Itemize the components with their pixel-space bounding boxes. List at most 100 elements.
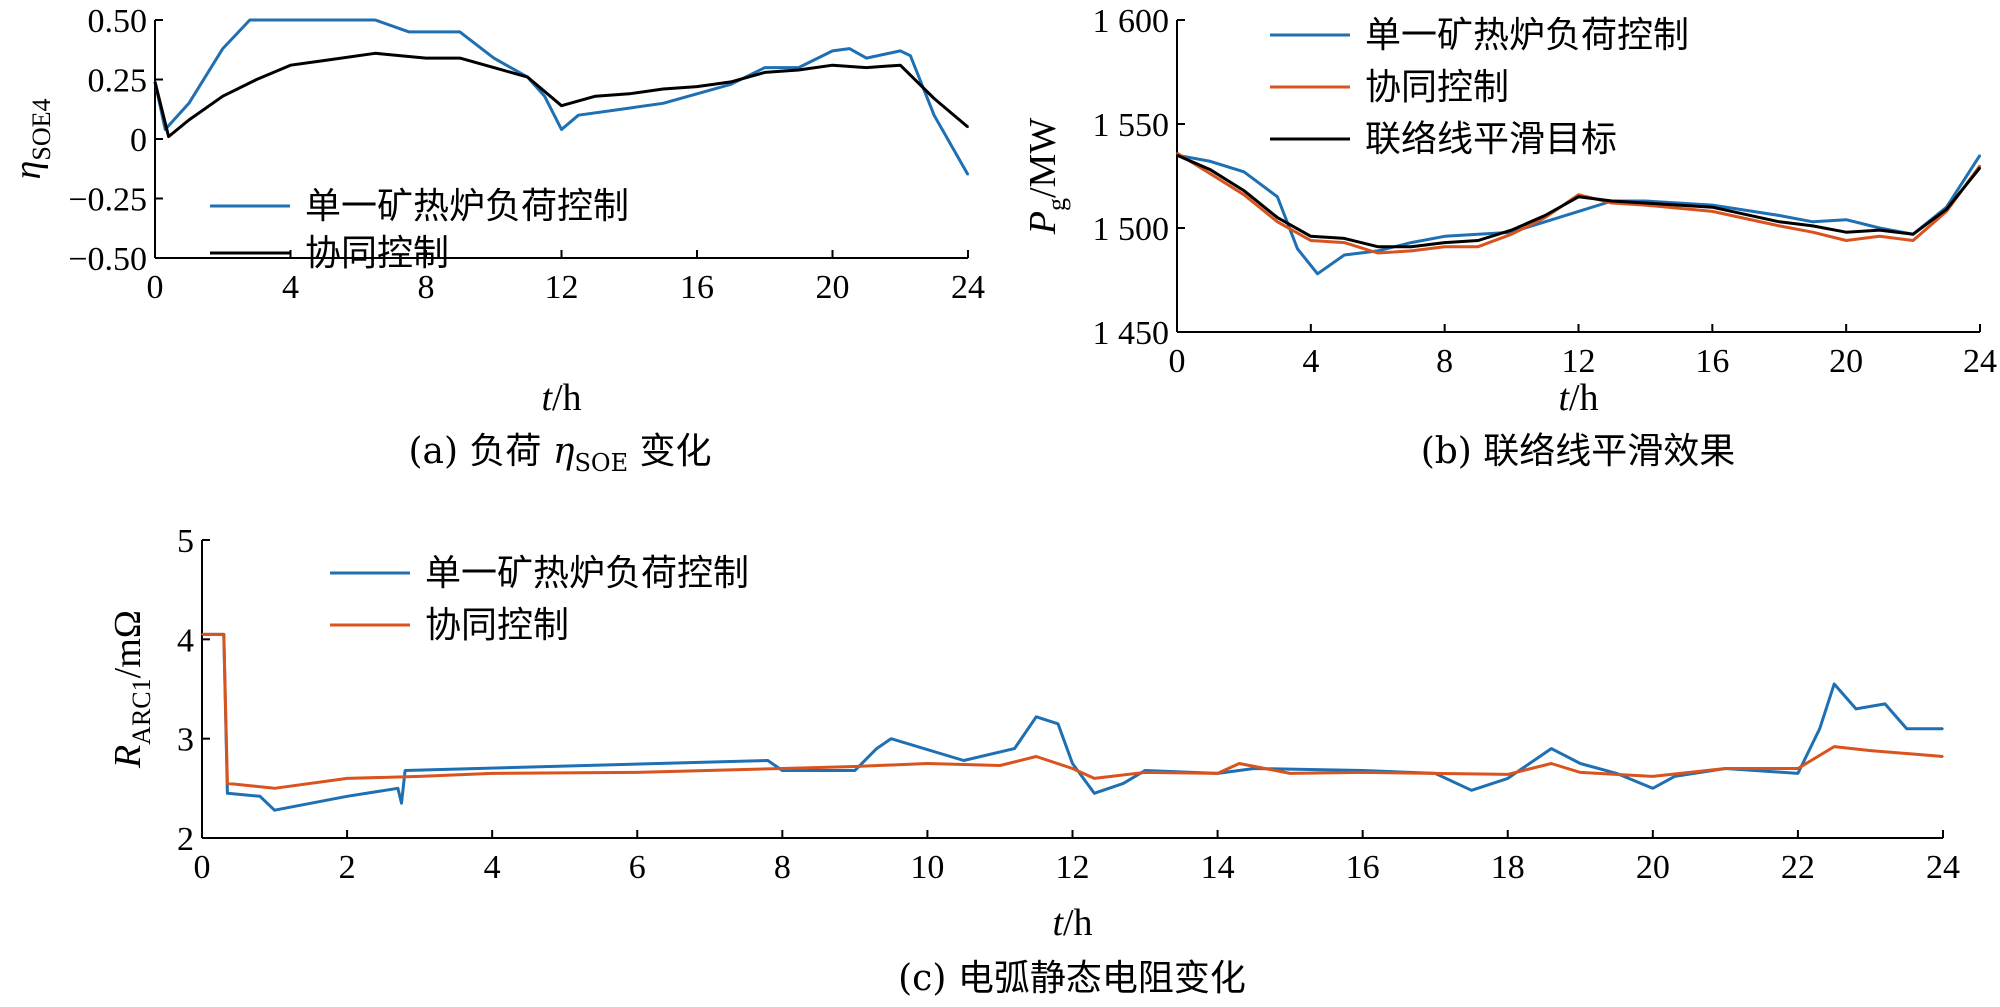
data-point [1209,173,1212,175]
x-tick-label: 24 [1926,849,1960,886]
data-point [1377,250,1379,252]
y-tick-label: 5 [177,523,194,560]
data-point [1673,775,1676,778]
x-tick-label: 6 [629,849,646,886]
data-point [797,66,800,69]
data-point [1878,235,1881,238]
data-point [1310,239,1312,242]
y-tick-label: 2 [177,821,194,858]
series-line-1 [1176,151,1982,255]
data-point [1778,225,1781,227]
series-line-0 [153,18,970,176]
data-point [1550,762,1553,765]
data-point [577,114,580,116]
x-tick-label: 20 [816,269,850,306]
data-point [223,633,225,636]
data-point [259,795,261,798]
legend-label: 协同控制 [305,233,449,274]
data-point [628,107,631,109]
data-point [1510,233,1513,235]
data-point [831,64,834,66]
x-tick-label: 0 [194,849,211,886]
data-point [1122,782,1125,785]
x-tick-label: 12 [1056,849,1090,886]
data-point [1797,767,1799,770]
data-point [323,59,326,62]
data-point [1644,202,1647,204]
x-tick-label: 4 [282,269,299,306]
data-point [346,777,348,780]
chart-panel-1: 0 4 8 12 16 20 24 1 450 1 500 1 550 1 600 单一矿热炉负荷控制… [1022,3,1997,472]
data-point [1845,239,1847,242]
data-point [1093,792,1096,795]
data-point [848,47,851,50]
data-point [226,792,229,795]
caption: (b) 联络线平滑效果 [1421,431,1736,472]
data-point [188,119,190,121]
data-point [1296,248,1299,250]
data-point [1711,210,1714,213]
y-tick-label: 0 [130,122,147,159]
data-point [543,95,546,97]
data-point [1316,273,1319,275]
data-point [1144,769,1146,772]
data-point [1477,233,1479,235]
x-tick-label: 20 [1636,849,1670,886]
x-axis-label: t/h [541,377,581,419]
y-tick-label: 1 550 [1093,107,1170,144]
x-tick-label: 8 [1436,343,1453,380]
data-point [400,802,403,804]
data-point [1652,787,1654,790]
data-point [1243,171,1245,173]
data-point [1071,767,1074,770]
data-point [933,97,935,100]
data-point [425,57,427,59]
data-point [875,747,878,750]
data-point [222,47,224,50]
data-point [1878,229,1881,231]
data-point [831,50,834,52]
chart-panel-0: 0 4 8 12 16 20 24 −0.50 −0.25 0 0.25 0.50 单一矿热炉负荷控制协… [7,3,985,477]
data-point [865,66,868,69]
data-point [249,19,251,21]
y-axis-label: ηSOE4 [7,99,56,180]
data-point [1361,771,1364,774]
data-point [1310,235,1312,238]
data-point [1797,772,1799,775]
x-tick-label: 0 [147,269,164,306]
data-point [408,31,410,33]
x-tick-label: 20 [1829,343,1863,380]
data-point [967,126,969,128]
data-point [899,50,902,52]
y-axis-label: RARC1/mΩ [107,610,156,769]
data-point [1343,254,1346,256]
data-point [1176,152,1178,154]
data-point [854,769,856,772]
data-point [459,57,461,59]
legend-label: 单一矿热炉负荷控制 [1365,15,1689,56]
data-point [1443,245,1446,248]
data-point [1644,200,1647,202]
data-point [1912,233,1914,235]
y-tick-label: −0.50 [68,241,147,278]
data-point [696,93,698,95]
data-point [967,173,969,176]
data-point [493,66,495,69]
data-point [1711,206,1714,208]
x-axis-label: t/h [1558,377,1598,419]
data-point [764,71,766,74]
data-point [636,771,639,774]
x-tick-label: 12 [545,269,579,306]
data-point [890,737,892,740]
data-point [999,764,1001,767]
data-point [201,633,203,636]
data-point [1652,775,1654,778]
x-tick-label: 24 [1963,343,1997,380]
data-point [1410,250,1412,252]
data-point [797,69,800,71]
data-point [1276,196,1279,198]
data-point [662,102,664,105]
